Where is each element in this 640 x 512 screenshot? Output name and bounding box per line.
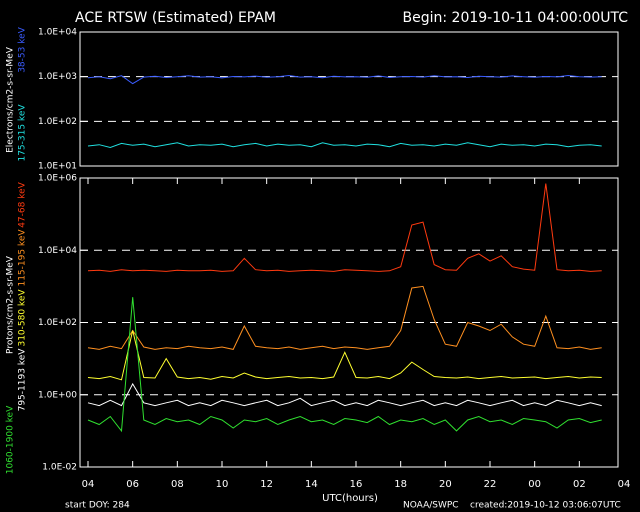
legend-label: 310-580 keV: [18, 289, 28, 347]
x-tick-label: 04: [618, 479, 631, 490]
series-line: [87, 330, 602, 381]
source: NOAA/SWPC: [403, 501, 459, 511]
legend-label: 47-68 keV: [18, 181, 28, 227]
y-axis-label: Protons/cm2-s-sr-MeV: [6, 255, 16, 354]
x-tick-label: 06: [126, 479, 139, 490]
begin-time: Begin: 2019-10-11 04:00:00UTC: [403, 10, 629, 26]
y-tick-label: 1.0E+02: [38, 117, 77, 127]
x-tick-label: 10: [216, 479, 229, 490]
y-tick-label: 1.0E+00: [38, 390, 77, 400]
series-line: [87, 142, 602, 149]
created-time: created:2019-10-12 03:06:07UTC: [470, 501, 621, 511]
x-tick-label: 12: [260, 479, 273, 490]
x-tick-label: 04: [82, 479, 95, 490]
series-line: [87, 183, 602, 272]
x-tick-label: 08: [171, 479, 184, 490]
start-doy: start DOY: 284: [65, 501, 130, 511]
y-tick-label: 1.0E+01: [38, 162, 77, 172]
y-tick-label: 1.0E+03: [38, 72, 77, 82]
y-tick-label: 1.0E+02: [38, 318, 77, 328]
legend-label: 795-1193 keV: [18, 348, 28, 412]
x-tick-label: 14: [305, 479, 318, 490]
y-tick-label: 1.0E+04: [38, 246, 77, 256]
x-tick-label: 18: [394, 479, 407, 490]
y-tick-label: 1.0E+06: [38, 174, 77, 184]
y-axis-label: Electrons/cm2-s-sr-MeV: [6, 46, 16, 153]
x-axis-label: UTC(hours): [322, 493, 378, 504]
legend-label: 115-195 keV: [18, 229, 28, 287]
x-tick-label: 16: [350, 479, 363, 490]
plot-frame: [79, 31, 619, 167]
series-line: [87, 297, 602, 433]
x-tick-label: 00: [528, 479, 541, 490]
legend-label: 38-53 keV: [18, 26, 28, 72]
y-tick-label: 1.0E+04: [38, 28, 77, 38]
series-line: [87, 285, 602, 350]
y-tick-label: 1.0E-02: [42, 463, 77, 473]
x-tick-label: 20: [439, 479, 452, 490]
legend-label: 1060-1900 keV: [6, 405, 16, 474]
series-line: [87, 382, 602, 407]
x-tick-label: 02: [573, 479, 586, 490]
legend-label: 175-315 keV: [18, 104, 28, 162]
chart-title: ACE RTSW (Estimated) EPAM: [75, 10, 276, 26]
series-line: [87, 74, 602, 85]
x-tick-label: 22: [484, 479, 497, 490]
